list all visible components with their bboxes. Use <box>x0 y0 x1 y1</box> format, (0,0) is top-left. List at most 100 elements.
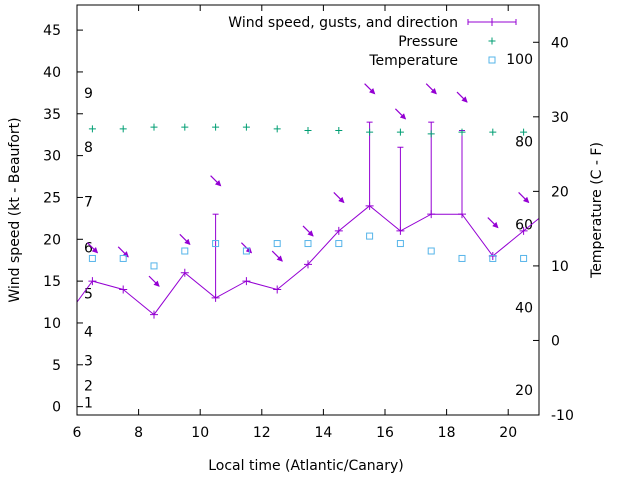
legend-label: Pressure <box>398 34 458 50</box>
x-tick-label: 10 <box>191 425 209 441</box>
beaufort-label: 2 <box>84 379 93 395</box>
fahrenheit-label: 60 <box>515 217 533 233</box>
wind-direction-arrow <box>456 91 468 103</box>
wind-speed-point <box>180 268 189 277</box>
y-left-tick-label: 20 <box>43 232 61 248</box>
fahrenheit-label: 40 <box>515 300 533 316</box>
beaufort-label: 5 <box>84 287 93 303</box>
x-tick-label: 20 <box>499 425 517 441</box>
wind-direction-arrow <box>394 108 407 120</box>
legend-swatch-pressure <box>488 37 496 45</box>
temperature-point <box>150 262 158 270</box>
wind-direction-arrow <box>487 217 499 229</box>
temperature-point <box>366 232 374 240</box>
temperature-point <box>304 240 312 248</box>
temperature-point <box>489 254 497 262</box>
temperature-point <box>181 247 189 255</box>
pressure-point <box>366 128 374 136</box>
y-left-tick-label: 25 <box>43 190 61 206</box>
wind-direction-arrow <box>271 250 283 262</box>
wind-direction-arrow <box>364 83 376 95</box>
wind-direction-arrow <box>425 83 437 95</box>
wind-direction-arrow <box>210 175 222 187</box>
wind-speed-point <box>150 310 158 319</box>
temperature-point <box>88 254 96 262</box>
y-right-tick-label: 0 <box>551 333 560 349</box>
wind-direction-arrow <box>179 233 191 245</box>
y-left-tick-label: 10 <box>43 316 61 332</box>
temperature-point <box>273 240 281 248</box>
legend-label: Temperature <box>368 53 458 69</box>
pressure-point <box>427 130 435 138</box>
y-right-tick-label: 40 <box>551 35 569 51</box>
temperature-point <box>212 240 220 248</box>
temperature-point <box>520 254 528 262</box>
wind-speed-point <box>519 226 528 235</box>
beaufort-label: 8 <box>84 140 93 156</box>
wind-direction-arrow <box>302 225 314 237</box>
temperature-point <box>458 254 466 262</box>
pressure-point <box>150 123 158 131</box>
y-right-tick-label: 30 <box>551 110 569 126</box>
axis-ticks: 6 8 10 12 14 16 18 20051015202530354045-1001020… <box>43 5 574 441</box>
pressure-point <box>335 127 343 135</box>
plot-frame <box>76 4 540 416</box>
y-right-tick-label: 20 <box>551 184 569 200</box>
wind-speed-point <box>119 285 128 294</box>
pressure-point <box>458 128 466 136</box>
beaufort-label: 1 <box>84 395 93 411</box>
pressure-point <box>489 128 497 136</box>
y-axis-label-right: Temperature (C - F) <box>589 142 605 279</box>
wind-direction-arrow <box>86 242 99 254</box>
wind-direction-arrow <box>148 275 160 287</box>
y-right-tick-label: 10 <box>551 259 569 275</box>
pressure-point <box>304 127 312 135</box>
pressure-point <box>212 123 220 131</box>
wind-direction-arrow <box>333 192 345 204</box>
beaufort-label: 4 <box>84 324 93 340</box>
y-left-tick-label: 0 <box>52 400 61 416</box>
pressure-point <box>396 128 404 136</box>
x-tick-label: 18 <box>438 425 456 441</box>
fahrenheit-label: 100 <box>506 52 533 68</box>
beaufort-label: 6 <box>84 241 93 257</box>
temperature-point <box>427 247 435 255</box>
y-left-tick-label: 35 <box>43 107 61 123</box>
plot-area <box>77 83 558 319</box>
wind-speed-point <box>242 277 251 286</box>
y-left-tick-label: 40 <box>43 65 61 81</box>
fahrenheit-label: 80 <box>515 135 533 151</box>
wind-speed-point <box>88 277 97 286</box>
temperature-point <box>335 240 343 248</box>
temperature-point <box>396 240 404 248</box>
x-tick-label: 14 <box>314 425 332 441</box>
x-tick-label: 12 <box>253 425 271 441</box>
y-left-tick-label: 30 <box>43 149 61 165</box>
x-tick-label: 16 <box>376 425 394 441</box>
pressure-point <box>520 128 528 136</box>
temperature-point <box>242 247 250 255</box>
pressure-point <box>273 125 281 133</box>
legend-label: Wind speed, gusts, and direction <box>228 15 458 31</box>
x-tick-label: 8 <box>134 425 143 441</box>
y-left-tick-label: 5 <box>52 358 61 374</box>
beaufort-label: 9 <box>84 86 93 102</box>
legend: Wind speed, gusts, and direction Pressure… <box>228 15 517 69</box>
beaufort-label: 7 <box>84 195 93 211</box>
pressure-point <box>242 123 250 131</box>
temperature-point <box>119 254 127 262</box>
beaufort-label: 3 <box>84 354 93 370</box>
pressure-point <box>119 125 127 133</box>
fahrenheit-label: 20 <box>515 383 533 399</box>
x-tick-label: 6 <box>73 425 82 441</box>
pressure-point <box>181 123 189 131</box>
wind-direction-arrow <box>518 192 530 204</box>
legend-swatch-temperature <box>488 56 496 64</box>
wind-speed-point <box>273 285 282 294</box>
legend-swatch-wind-point <box>488 18 496 26</box>
y-axis-label-left: Wind speed (kt - Beaufort) <box>7 117 23 302</box>
wind-speed-point <box>334 226 343 235</box>
series-layer <box>77 83 558 319</box>
wind-speed-point <box>550 202 558 210</box>
